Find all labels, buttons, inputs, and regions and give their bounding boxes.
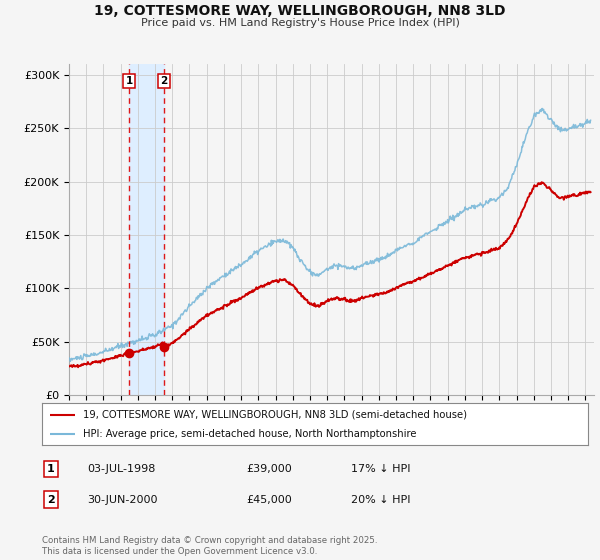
Bar <box>129 64 164 395</box>
Text: HPI: Average price, semi-detached house, North Northamptonshire: HPI: Average price, semi-detached house,… <box>83 429 416 439</box>
Text: 03-JUL-1998: 03-JUL-1998 <box>87 464 155 474</box>
Text: 19, COTTESMORE WAY, WELLINGBOROUGH, NN8 3LD: 19, COTTESMORE WAY, WELLINGBOROUGH, NN8 … <box>94 4 506 18</box>
Text: 2: 2 <box>47 494 55 505</box>
Text: £39,000: £39,000 <box>246 464 292 474</box>
Text: 19, COTTESMORE WAY, WELLINGBOROUGH, NN8 3LD (semi-detached house): 19, COTTESMORE WAY, WELLINGBOROUGH, NN8 … <box>83 409 467 419</box>
Text: Price paid vs. HM Land Registry's House Price Index (HPI): Price paid vs. HM Land Registry's House … <box>140 18 460 28</box>
Text: £45,000: £45,000 <box>246 494 292 505</box>
Text: Contains HM Land Registry data © Crown copyright and database right 2025.
This d: Contains HM Land Registry data © Crown c… <box>42 536 377 556</box>
Text: 17% ↓ HPI: 17% ↓ HPI <box>351 464 410 474</box>
Text: 2: 2 <box>160 76 167 86</box>
Text: 1: 1 <box>47 464 55 474</box>
Text: 30-JUN-2000: 30-JUN-2000 <box>87 494 157 505</box>
Text: 20% ↓ HPI: 20% ↓ HPI <box>351 494 410 505</box>
Text: 1: 1 <box>125 76 133 86</box>
